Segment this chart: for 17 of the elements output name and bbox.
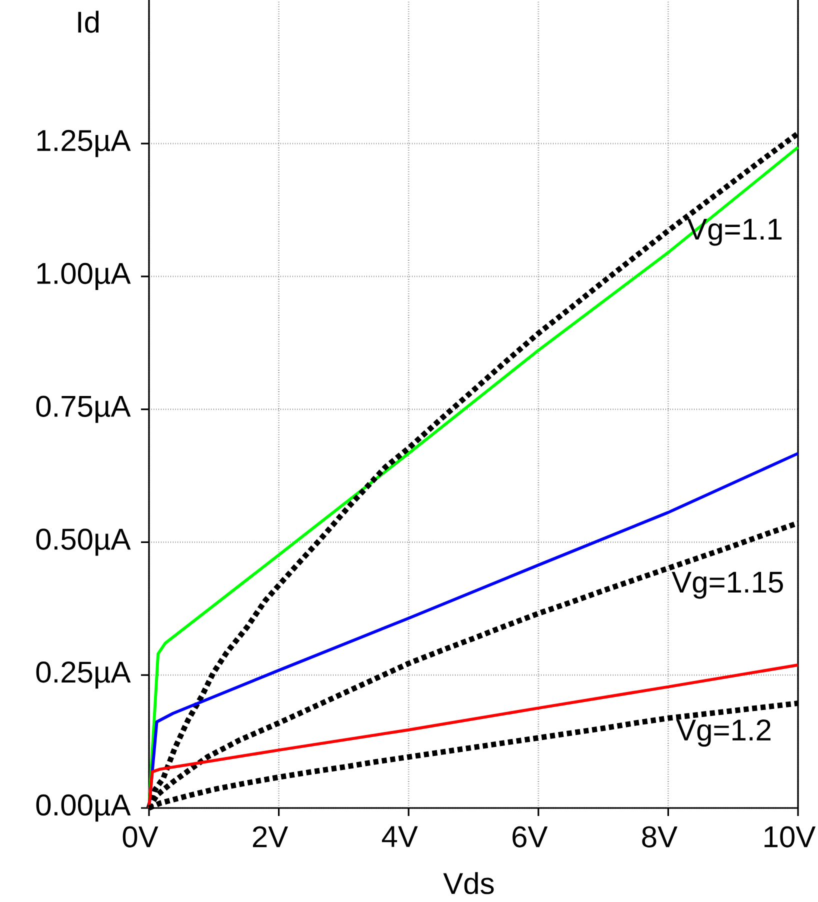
x-tick-label: 2V bbox=[252, 826, 288, 848]
y-axis-title: Id bbox=[78, 10, 99, 33]
annotation: Vg=1.15 bbox=[672, 572, 783, 599]
y-tick-label: 0.00µA bbox=[36, 794, 131, 822]
y-tick-label: 1.00µA bbox=[37, 262, 131, 290]
x-tick-label: 8V bbox=[642, 826, 678, 848]
x-tick-label: 4V bbox=[382, 826, 418, 847]
annotation: Vg=1.1 bbox=[687, 218, 782, 246]
x-tick-label: 10V bbox=[764, 826, 816, 848]
x-tick-label: 0V bbox=[122, 826, 158, 848]
x-tick-label: 6V bbox=[512, 826, 548, 848]
y-tick-label: 1.25µA bbox=[37, 130, 131, 158]
y-tick-label: 0.75µA bbox=[36, 396, 131, 423]
x-axis-title: Vds bbox=[443, 872, 494, 894]
y-tick-label: 0.25µA bbox=[36, 662, 131, 689]
y-tick-label: 0.50µA bbox=[36, 528, 131, 556]
annotation: Vg=1.2 bbox=[676, 719, 770, 747]
